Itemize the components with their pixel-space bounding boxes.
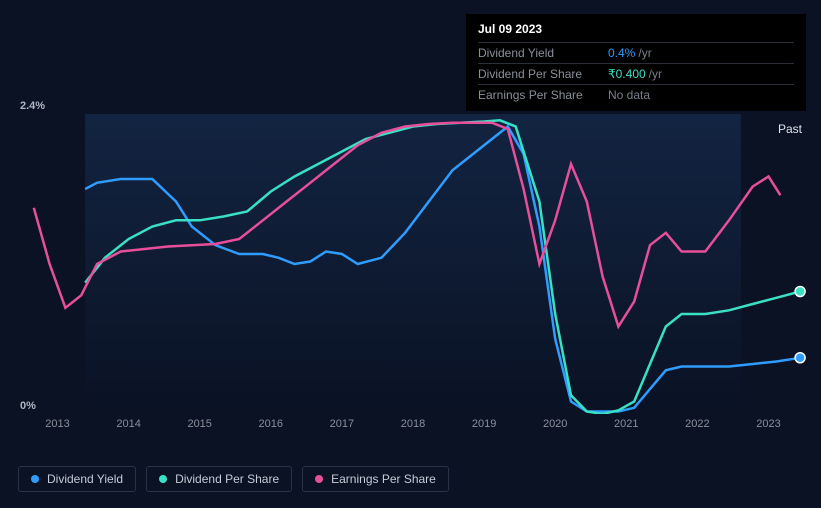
y-axis-top-label: 2.4% <box>20 100 45 112</box>
tooltip-row-label: Dividend Yield <box>478 46 608 60</box>
tooltip-row: Earnings Per ShareNo data <box>478 84 794 105</box>
legend-item-dividend-yield[interactable]: Dividend Yield <box>18 466 136 492</box>
series-end-marker <box>795 287 805 297</box>
legend-dot-icon <box>315 475 323 483</box>
x-axis-tick: 2013 <box>45 418 69 430</box>
x-axis: 2013 2014 2015 2016 2017 2018 2019 2020 2021 2022… <box>18 418 808 438</box>
tooltip-row-suffix: /yr <box>638 46 651 60</box>
x-axis-tick: 2016 <box>259 418 283 430</box>
chart-container: 2.4% 0% Past 201320142015201620172018201… <box>18 100 808 450</box>
legend-dot-icon <box>159 475 167 483</box>
tooltip-row-suffix: /yr <box>649 67 662 81</box>
x-axis-tick: 2018 <box>401 418 425 430</box>
chart-tooltip: Jul 09 2023 Dividend Yield0.4%/yrDividen… <box>466 14 806 111</box>
series-end-marker <box>795 353 805 363</box>
legend-item-dividend-per-share[interactable]: Dividend Per Share <box>146 466 292 492</box>
legend-label: Dividend Yield <box>47 472 123 486</box>
chart-plot[interactable] <box>18 114 808 414</box>
tooltip-row-value: ₹0.400 <box>608 67 646 81</box>
x-axis-tick: 2019 <box>472 418 496 430</box>
tooltip-row: Dividend Per Share₹0.400/yr <box>478 63 794 84</box>
tooltip-row-label: Dividend Per Share <box>478 67 608 81</box>
legend-dot-icon <box>31 475 39 483</box>
tooltip-row: Dividend Yield0.4%/yr <box>478 42 794 63</box>
legend-label: Earnings Per Share <box>331 472 436 486</box>
x-axis-tick: 2014 <box>116 418 140 430</box>
tooltip-row-value: 0.4% <box>608 46 635 60</box>
legend-item-earnings-per-share[interactable]: Earnings Per Share <box>302 466 449 492</box>
chart-legend: Dividend Yield Dividend Per Share Earnings… <box>18 466 449 492</box>
x-axis-tick: 2021 <box>614 418 638 430</box>
tooltip-date: Jul 09 2023 <box>478 22 794 36</box>
x-axis-tick: 2015 <box>187 418 211 430</box>
x-axis-tick: 2020 <box>543 418 567 430</box>
legend-label: Dividend Per Share <box>175 472 279 486</box>
tooltip-row-label: Earnings Per Share <box>478 88 608 102</box>
x-axis-tick: 2023 <box>756 418 780 430</box>
x-axis-tick: 2022 <box>685 418 709 430</box>
tooltip-row-value: No data <box>608 88 650 102</box>
x-axis-tick: 2017 <box>330 418 354 430</box>
